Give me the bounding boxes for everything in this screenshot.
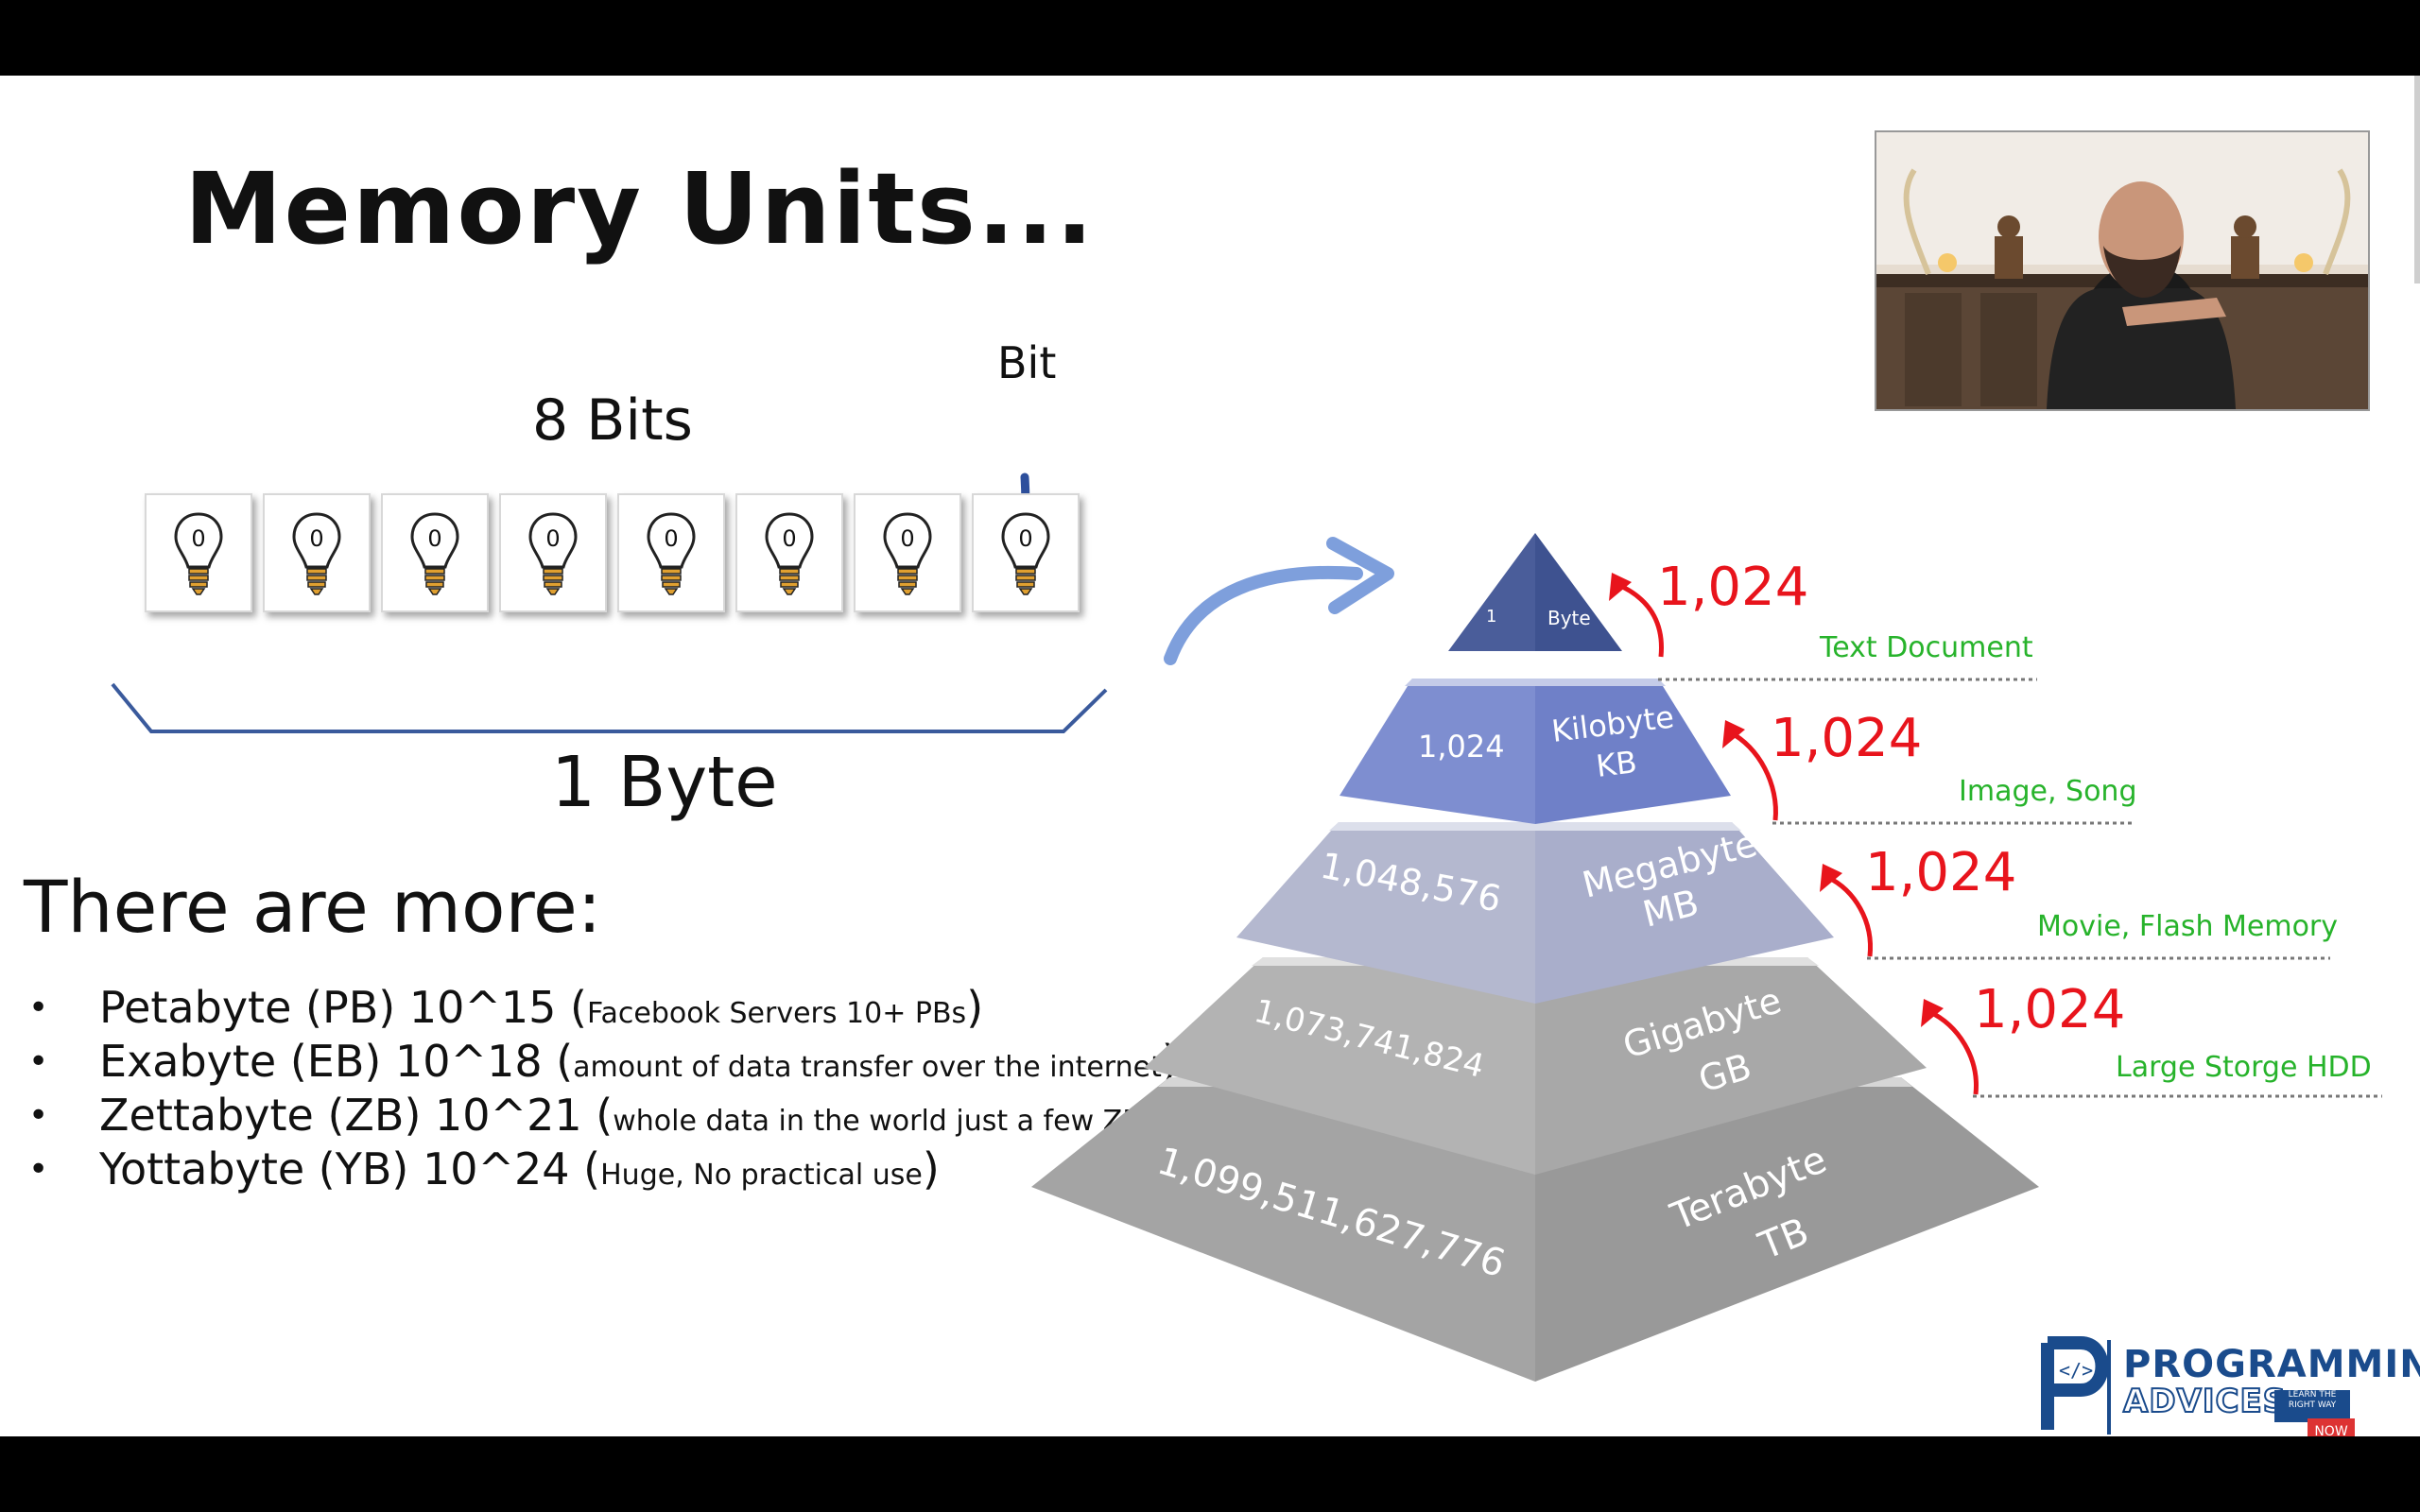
- bits-row: 0 0 0 0 0 0 0 0: [145, 493, 1080, 612]
- bit-box: 0: [381, 493, 489, 612]
- bullet: •: [28, 1042, 49, 1081]
- bullet: •: [28, 988, 49, 1027]
- svg-text:</>: </>: [2059, 1359, 2093, 1382]
- pyramid-level-right: [1535, 533, 1622, 651]
- lightbulb-icon: 0: [528, 511, 578, 595]
- pyramid-level-right: [1535, 679, 1731, 824]
- presenter-video: [1875, 130, 2370, 411]
- level-value: 1: [1486, 607, 1496, 627]
- unit-text: Zettabyte (ZB) 10^21 (: [99, 1090, 614, 1141]
- example-label: Large Storge HDD: [2116, 1051, 2372, 1084]
- slide: Memory Units... 8 Bits Bit 0 0 0 0 0 0 0…: [0, 76, 2420, 1436]
- bits-label: 8 Bits: [532, 387, 693, 454]
- bit-box: 0: [145, 493, 252, 612]
- multiplier-arrow: [1728, 730, 1778, 821]
- multiplier-arrow-head: [1609, 573, 1632, 601]
- unit-note: amount of data transfer over the interne…: [573, 1051, 1162, 1084]
- bit-box: 0: [854, 493, 961, 612]
- level-value: 1,024: [1418, 729, 1505, 765]
- unit-note: Facebook Servers 10+ PBs: [587, 997, 967, 1030]
- byte-bracket: [111, 682, 1108, 733]
- multiplier-label: 1,024: [1865, 842, 2016, 903]
- bit-value: 0: [191, 525, 205, 552]
- bit-value: 0: [900, 525, 914, 552]
- multiplier-label: 1,024: [1974, 979, 2125, 1040]
- scrollbar[interactable]: [2414, 76, 2420, 284]
- pyramid-level-left: [1144, 957, 1535, 1175]
- lightbulb-icon: 0: [1001, 511, 1050, 595]
- pyramid-level-left: [1031, 1077, 1535, 1382]
- bit-value: 0: [545, 525, 560, 552]
- lightbulb-icon: 0: [292, 511, 341, 595]
- multiplier-label: 1,024: [1771, 708, 1922, 769]
- bit-value: 0: [782, 525, 796, 552]
- level-abbr: KB: [1594, 744, 1638, 784]
- lightbulb-icon: 0: [174, 511, 223, 595]
- pyramid-level-rim: [1405, 679, 1666, 686]
- logo-tagline: LEARN THE RIGHT WAY: [2274, 1390, 2350, 1422]
- bit-value: 0: [427, 525, 441, 552]
- unit-text: Exabyte (EB) 10^18 (: [99, 1036, 574, 1087]
- bit-value: 0: [1018, 525, 1032, 552]
- pyramid-level-left: [1448, 533, 1535, 651]
- pyramid-level-left: [1340, 679, 1535, 824]
- bit-box: 0: [972, 493, 1080, 612]
- curved-arrow: [1164, 537, 1394, 665]
- now-badge: NOW: [2308, 1418, 2355, 1436]
- pyramid-level-right: [1535, 957, 1927, 1175]
- brand-logo: </> PROGRAMMING ADVICES LEARN THE RIGHT …: [2038, 1335, 2420, 1436]
- bit-label: Bit: [997, 337, 1057, 388]
- bit-box: 0: [617, 493, 725, 612]
- lightbulb-icon: 0: [883, 511, 932, 595]
- unit-note: whole data in the world just a few ZB: [613, 1105, 1142, 1138]
- bullet: •: [28, 1096, 49, 1135]
- pyramid-level-right: [1535, 1077, 2039, 1382]
- logo-line1: PROGRAMMING: [2123, 1343, 2420, 1386]
- unit-close: ): [966, 982, 984, 1033]
- more-units-title: There are more:: [24, 865, 602, 949]
- bottom-bar: [0, 1436, 2420, 1512]
- unit-text: Yottabyte (YB) 10^24 (: [99, 1143, 601, 1194]
- bit-box: 0: [735, 493, 843, 612]
- multiplier-arrow: [1825, 874, 1874, 957]
- byte-label: 1 Byte: [551, 742, 778, 823]
- bit-box: 0: [263, 493, 371, 612]
- multiplier-arrow: [1927, 1008, 1979, 1095]
- logo-p-icon: </>: [2041, 1336, 2111, 1435]
- pyramid-level-right: [1535, 822, 1834, 1004]
- multiplier-arrow-head: [1820, 864, 1842, 892]
- slide-title: Memory Units...: [184, 151, 1096, 266]
- unit-note: Huge, No practical use: [600, 1159, 923, 1192]
- pyramid-level-rim: [1329, 822, 1741, 831]
- bullet: •: [28, 1150, 49, 1189]
- bit-value: 0: [664, 525, 678, 552]
- multiplier-arrow-head: [1921, 999, 1944, 1027]
- lightbulb-icon: 0: [647, 511, 696, 595]
- multiplier-arrow: [1616, 581, 1664, 658]
- level-unit: Byte: [1547, 607, 1591, 629]
- pyramid-level-left: [1236, 822, 1535, 1004]
- multiplier-arrow-head: [1722, 720, 1745, 748]
- lightbulb-icon: 0: [410, 511, 459, 595]
- example-label: Image, Song: [1959, 775, 2136, 808]
- unit-text: Petabyte (PB) 10^15 (: [99, 982, 587, 1033]
- bit-box: 0: [499, 493, 607, 612]
- bit-value: 0: [309, 525, 323, 552]
- example-label: Text Document: [1819, 631, 2033, 664]
- lightbulb-icon: 0: [765, 511, 814, 595]
- example-label: Movie, Flash Memory: [2037, 910, 2338, 943]
- unit-close: ): [922, 1143, 940, 1194]
- multiplier-label: 1,024: [1657, 557, 1808, 618]
- logo-line2: ADVICES: [2122, 1382, 2288, 1421]
- memory-pyramid: 1 Byte 1,024 Kilobyte KB 1,048,576 Megab…: [1031, 533, 2382, 1382]
